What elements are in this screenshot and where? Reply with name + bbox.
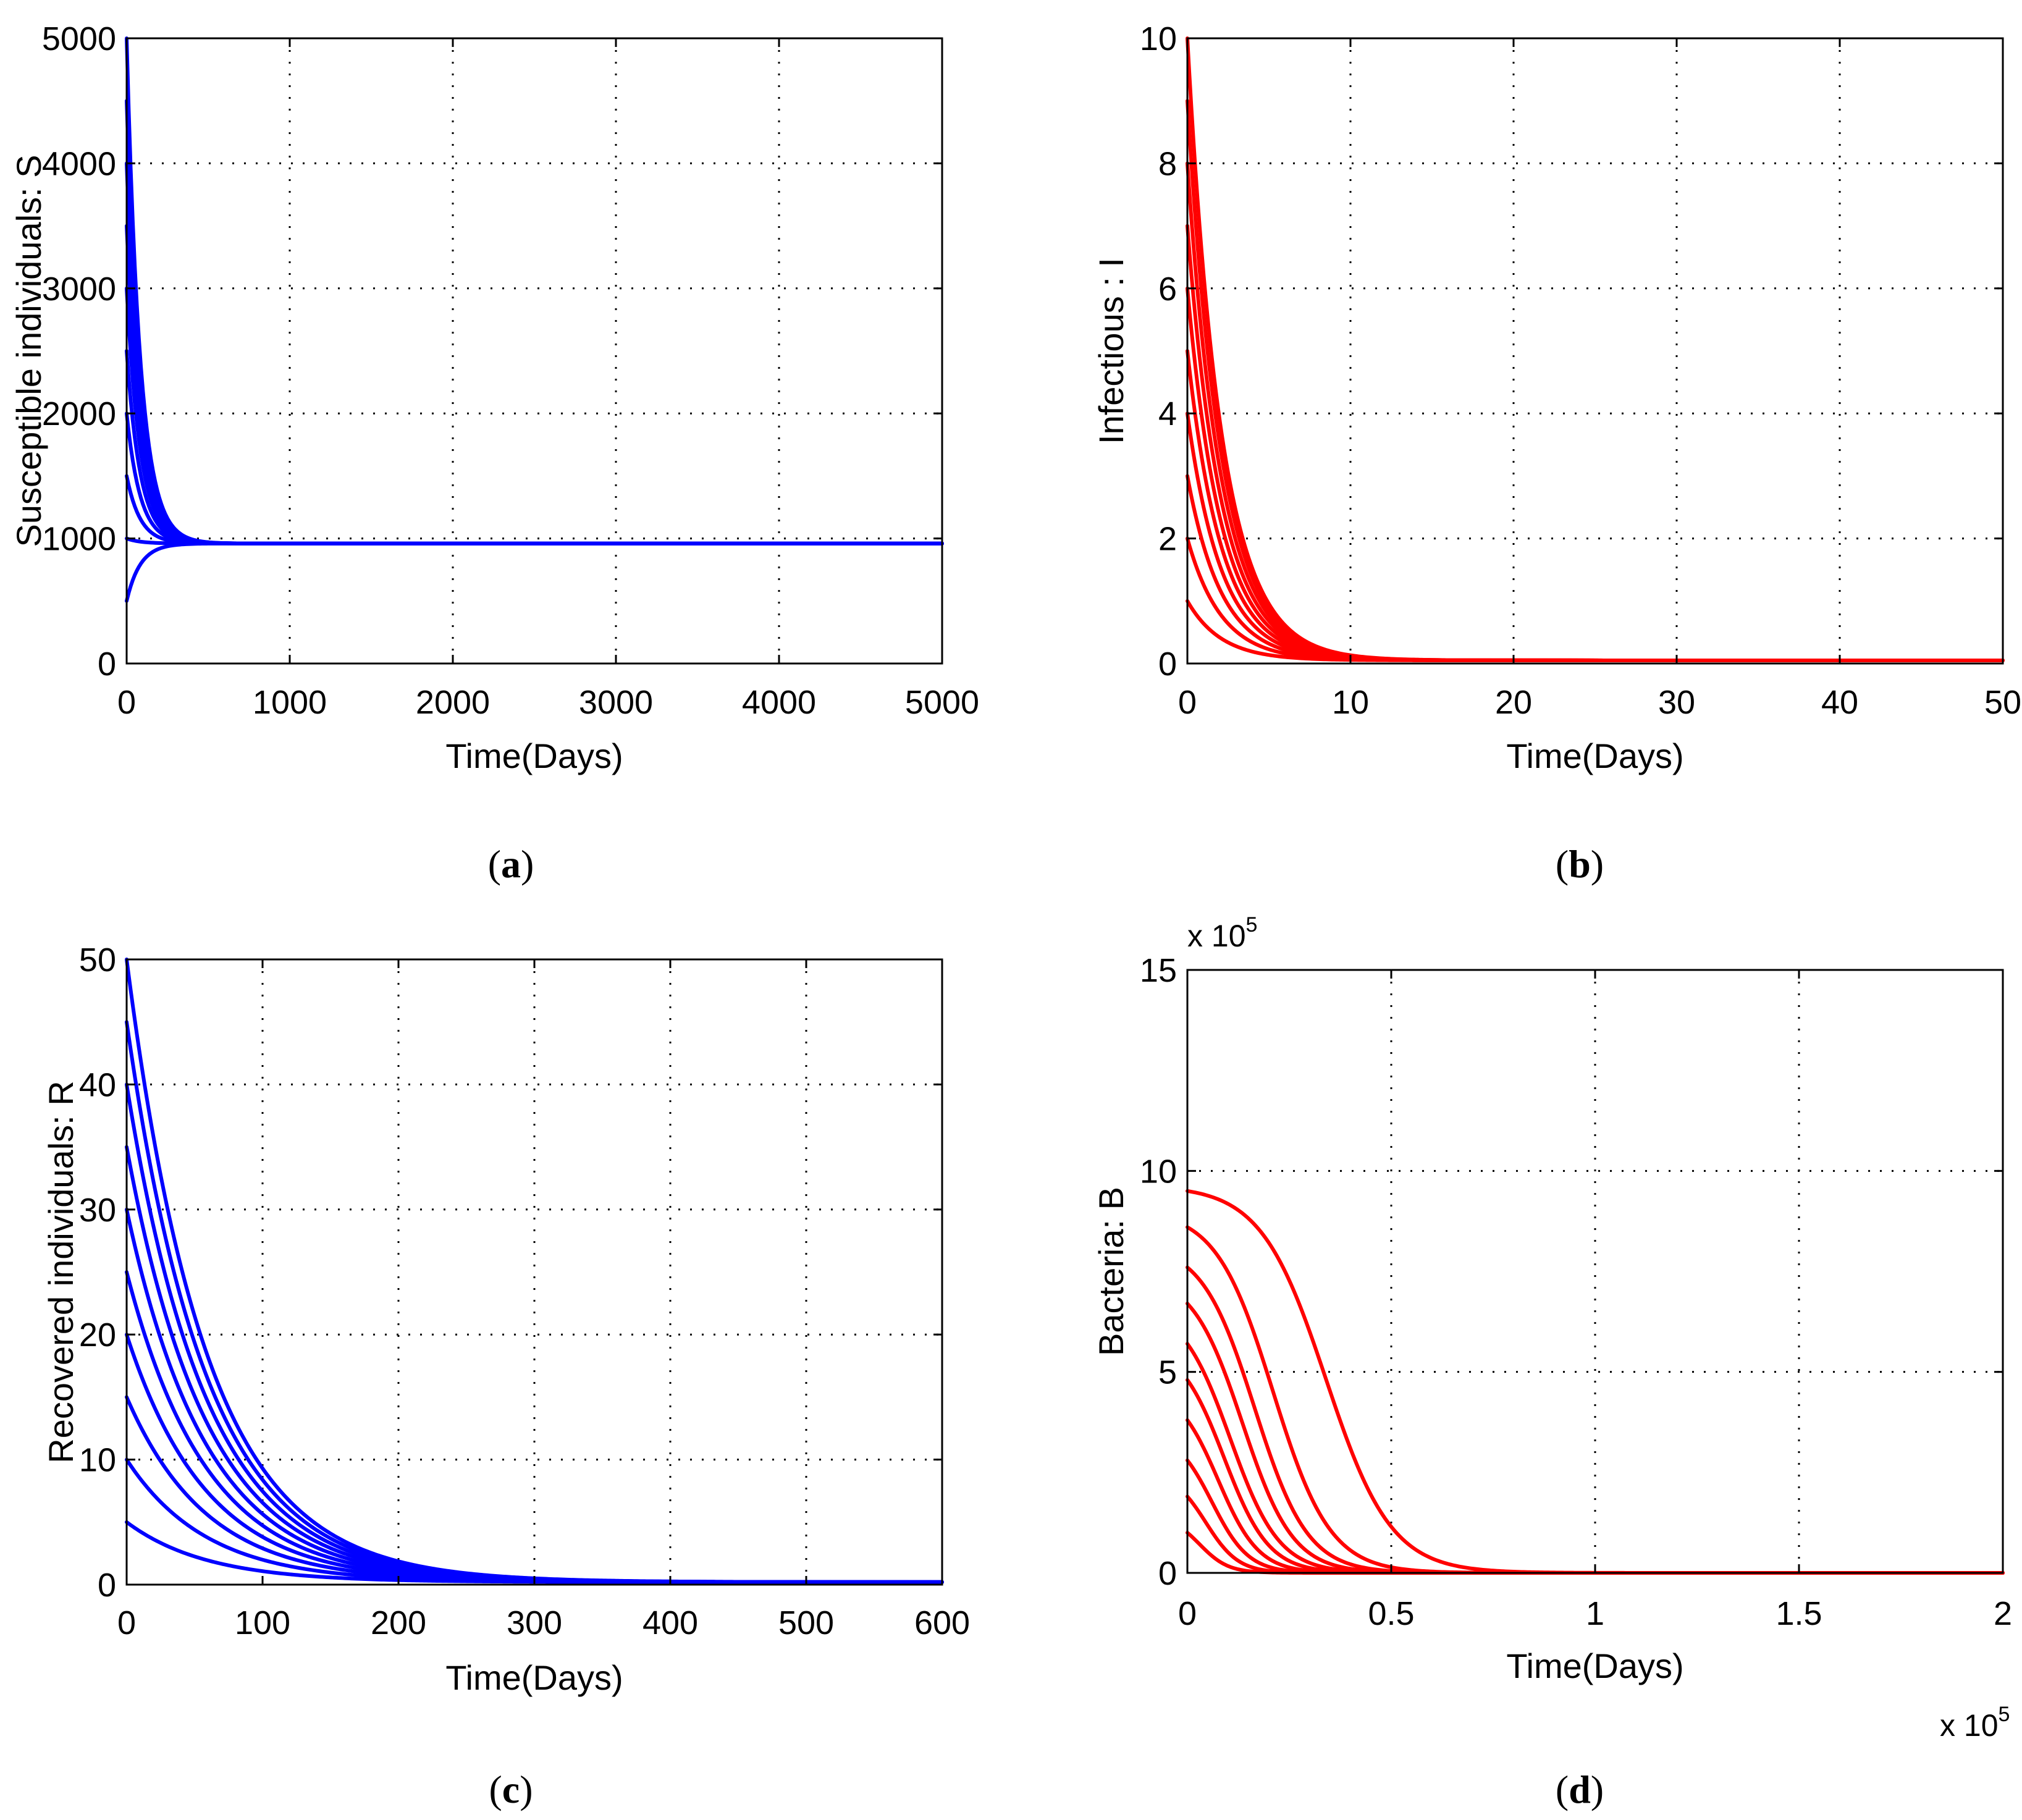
panel-d-x-tick-label: 0	[1178, 1595, 1197, 1632]
panel-c-y-axis-label: Recovered individuals: R	[41, 1081, 80, 1463]
panel-d-x-multiplier-exponent: 5	[1999, 1703, 2010, 1726]
panel-a-ticks: 0 1000 2000 3000 4000 5000 0 1000 2000 3000 4000 50…	[42, 20, 979, 721]
panel-c-x-tick-label: 0	[117, 1604, 136, 1641]
panel-c-y-tick-label: 20	[79, 1317, 116, 1354]
panel-b-y-tick-label: 10	[1140, 20, 1177, 57]
panel-c-x-axis-label: Time(Days)	[445, 1658, 623, 1697]
panel-c-y-tick-label: 10	[79, 1442, 116, 1479]
panel-c-caption-letter: c	[502, 1767, 520, 1811]
panel-b-x-tick-label: 30	[1658, 684, 1695, 721]
panel-d-caption: (d)	[1556, 1767, 1604, 1811]
panel-d-y-multiplier: x 105	[1187, 913, 1257, 953]
panel-c-y-tick-label: 40	[79, 1066, 116, 1103]
panel-a-y-tick-label: 1000	[42, 521, 116, 558]
panel-c: 0 100 200 300 400 500 600 0 10 20 30 40 50 Time(Days…	[41, 942, 970, 1811]
panel-d-y-multiplier-exponent: 5	[1246, 913, 1258, 937]
panel-a-x-tick-label: 4000	[742, 684, 816, 721]
panel-d: 0 0.5 1 1.5 2 0 5 10 15 Time(Days) Bacteria: B x…	[1092, 913, 2012, 1811]
panel-b-caption: (b)	[1556, 842, 1604, 886]
panel-a-y-tick-label: 0	[98, 646, 116, 683]
panel-a-y-axis-label: Susceptible individuals: S	[9, 154, 48, 547]
panel-c-x-tick-label: 500	[778, 1604, 834, 1641]
panel-b-axes-frame	[1186, 37, 2004, 665]
panel-a-caption: (a)	[488, 842, 534, 886]
panel-d-y-tick-label: 5	[1158, 1354, 1177, 1391]
panel-d-x-tick-label: 0.5	[1368, 1595, 1414, 1632]
panel-d-y-axis-label: Bacteria: B	[1092, 1187, 1131, 1356]
panel-c-y-tick-label: 0	[98, 1567, 116, 1604]
panel-a-x-axis-label: Time(Days)	[445, 736, 623, 775]
panel-b-y-axis-label: Infectious : I	[1092, 258, 1131, 444]
panel-d-y-tick-label: 0	[1158, 1555, 1177, 1592]
panel-d-y-tick-label: 15	[1140, 952, 1177, 989]
panel-b-y-tick-label: 4	[1158, 395, 1177, 432]
panel-d-x-tick-label: 1	[1586, 1595, 1604, 1632]
panel-c-ticks: 0 100 200 300 400 500 600 0 10 20 30 40 50	[79, 942, 970, 1641]
panel-a-y-tick-label: 2000	[42, 395, 116, 432]
panel-b-x-tick-label: 40	[1821, 684, 1858, 721]
panel-a-y-tick-label: 5000	[42, 20, 116, 57]
panel-d-y-multiplier-base: x 10	[1187, 919, 1246, 953]
panel-a-x-tick-label: 0	[117, 684, 136, 721]
panel-c-x-tick-label: 400	[642, 1604, 698, 1641]
panel-a-y-tick-label: 3000	[42, 271, 116, 308]
panel-b-x-tick-label: 10	[1332, 684, 1369, 721]
panel-b-ticks: 0 10 20 30 40 50 0 2 4 6 8 10	[1140, 20, 2021, 721]
panel-a-x-tick-label: 2000	[416, 684, 490, 721]
panel-c-x-tick-label: 200	[371, 1604, 426, 1641]
panel-b-x-tick-label: 50	[1984, 684, 2021, 721]
panel-d-x-multiplier: x 105	[1940, 1703, 2010, 1743]
panel-c-caption: (c)	[489, 1767, 533, 1811]
panel-d-y-tick-label: 10	[1140, 1153, 1177, 1190]
panel-a-x-tick-label: 5000	[905, 684, 979, 721]
panel-a: 0 1000 2000 3000 4000 5000 0 1000 2000 3000 4000 50…	[9, 20, 979, 886]
panel-c-y-tick-label: 30	[79, 1192, 116, 1229]
panel-a-axes-frame	[125, 37, 943, 665]
panel-c-x-tick-label: 100	[235, 1604, 290, 1641]
panel-c-x-tick-label: 600	[914, 1604, 970, 1641]
panel-b-series	[1186, 36, 2005, 662]
panel-d-x-tick-label: 2	[1994, 1595, 2012, 1632]
panel-a-series	[125, 36, 944, 603]
panel-a-x-tick-label: 1000	[253, 684, 327, 721]
panel-b-x-tick-label: 0	[1178, 684, 1197, 721]
panel-b: 0 10 20 30 40 50 0 2 4 6 8 10 Time(Days) Infectious…	[1092, 20, 2021, 886]
panel-d-caption-letter: d	[1569, 1767, 1591, 1811]
panel-b-x-axis-label: Time(Days)	[1506, 736, 1683, 775]
panel-d-ticks: 0 0.5 1 1.5 2 0 5 10 15	[1140, 952, 2012, 1632]
panel-b-y-tick-label: 2	[1158, 521, 1177, 558]
panel-b-series-10	[1186, 36, 2005, 662]
panel-c-x-tick-label: 300	[507, 1604, 562, 1641]
panel-c-y-tick-label: 50	[79, 942, 116, 979]
panel-b-y-tick-label: 6	[1158, 271, 1177, 308]
panel-a-y-tick-label: 4000	[42, 145, 116, 182]
panel-d-x-tick-label: 1.5	[1776, 1595, 1822, 1632]
panel-b-caption-letter: b	[1569, 842, 1591, 886]
panel-b-x-tick-label: 20	[1495, 684, 1532, 721]
panel-b-y-tick-label: 0	[1158, 646, 1177, 683]
panel-a-x-tick-label: 3000	[579, 684, 653, 721]
panel-a-series-10	[125, 36, 944, 546]
panel-a-caption-letter: a	[501, 842, 521, 886]
panel-d-x-multiplier-base: x 10	[1940, 1708, 1999, 1743]
panel-b-y-tick-label: 8	[1158, 145, 1177, 182]
panel-d-x-axis-label: Time(Days)	[1506, 1646, 1683, 1685]
